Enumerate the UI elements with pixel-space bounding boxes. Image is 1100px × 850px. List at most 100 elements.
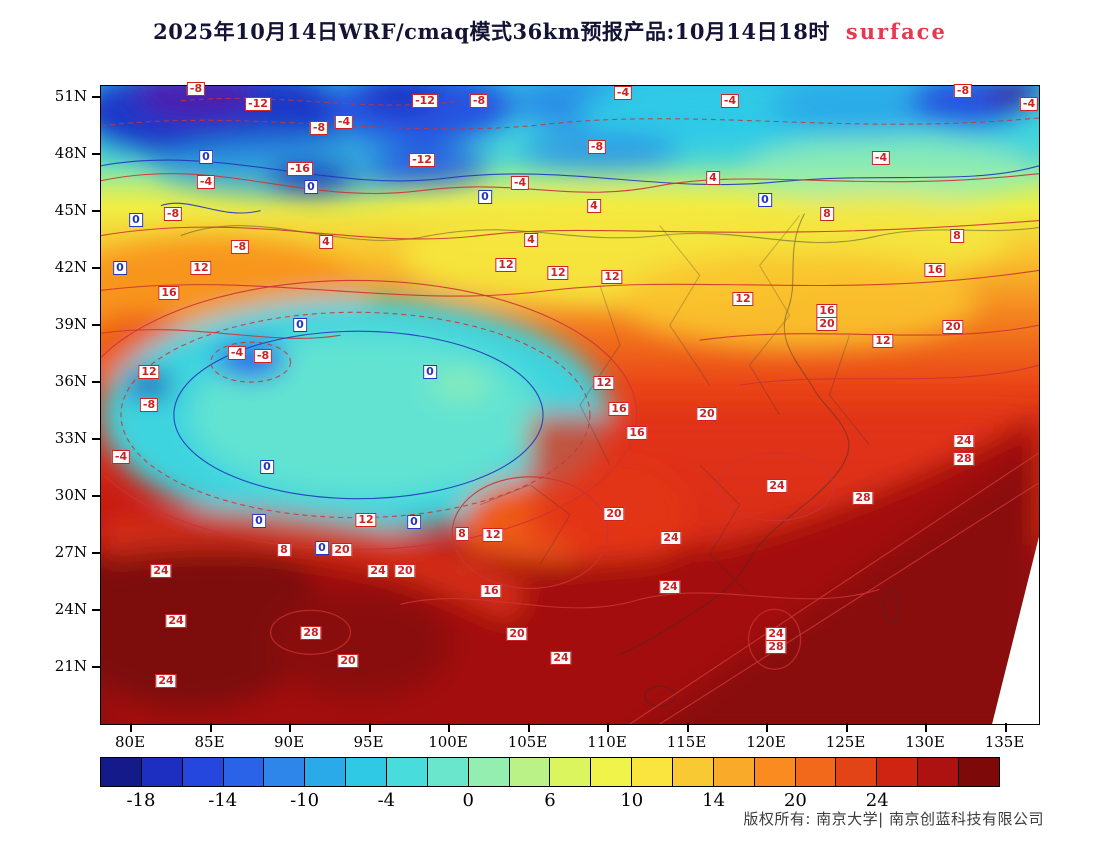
x-axis-tick-label: 80E (114, 733, 146, 751)
colorbar-tick-label: -10 (290, 790, 320, 811)
contour-label: 28 (953, 452, 975, 466)
contour-label: 4 (587, 199, 601, 213)
contour-label: -8 (587, 140, 607, 154)
contour-label: -8 (953, 84, 973, 98)
contour-label: 16 (158, 286, 180, 300)
contour-label: 24 (367, 564, 389, 578)
y-axis-tick-mark (92, 609, 101, 611)
colorbar-segment (346, 758, 388, 786)
title-main: 2025年10月14日WRF/cmaq模式36km预报产品:10月14日18时 (153, 19, 830, 44)
contour-label: 0 (252, 514, 266, 528)
contour-label: -16 (287, 162, 313, 176)
contour-label: 8 (455, 527, 469, 541)
x-axis-tick-label: 105E (507, 733, 548, 751)
contour-label: -8 (163, 207, 183, 221)
copyright-text: 版权所有: 南京大学| 南京创蓝科技有限公司 (743, 810, 1044, 828)
colorbar-tick-label: 0 (462, 790, 474, 811)
contour-label: 12 (495, 258, 517, 272)
x-axis-tick-mark (368, 723, 371, 732)
contour-label: -4 (334, 115, 354, 129)
y-axis-tick-label: 48N (54, 144, 87, 162)
colorbar-tick-label: -4 (377, 790, 396, 811)
contour-label: 20 (696, 407, 718, 421)
colorbar-segment (632, 758, 674, 786)
y-axis-tick-label: 45N (54, 201, 87, 219)
contour-label: 0 (407, 515, 421, 529)
colorbar-segment (509, 758, 551, 786)
x-axis-tick-label: 85E (194, 733, 225, 751)
contour-label: 16 (608, 402, 630, 416)
colorbar-tick-label: -18 (126, 790, 156, 811)
contour-label: 28 (852, 491, 874, 505)
x-axis-tick-mark (925, 723, 927, 732)
contour-label: 24 (155, 674, 177, 688)
colorbar-segment (550, 758, 592, 786)
x-axis-tick-mark (289, 723, 291, 732)
contour-label: 16 (480, 584, 502, 598)
colorbar-segment (468, 758, 510, 786)
colorbar-segment (264, 758, 306, 786)
contour-label: 0 (315, 541, 329, 555)
contour-label: -4 (613, 86, 633, 100)
y-axis-tick-label: 39N (54, 315, 87, 333)
y-axis-tick-label: 33N (54, 429, 87, 447)
x-axis-tick-mark (1004, 723, 1007, 732)
contour-label: 12 (547, 266, 569, 280)
colorbar-segment (182, 758, 224, 786)
contour-label: 4 (319, 235, 333, 249)
x-axis-tick-mark (130, 723, 132, 732)
y-axis-tick-label: 27N (54, 543, 87, 561)
colorbar-segment (387, 758, 428, 786)
page-title: 2025年10月14日WRF/cmaq模式36km预报产品:10月14日18时 s… (0, 16, 1100, 46)
temperature-field-svg (101, 86, 1039, 724)
contour-label: 20 (394, 564, 416, 578)
y-axis-tick-label: 42N (54, 258, 87, 276)
contour-label: -8 (469, 94, 489, 108)
contour-label: -4 (227, 346, 247, 360)
contour-label: 24 (165, 614, 187, 628)
geo-borders-layer (180, 213, 1039, 707)
contour-label: 12 (593, 376, 615, 390)
contour-label: 24 (660, 531, 682, 545)
contour-label: 28 (765, 640, 787, 654)
x-axis-tick-mark (448, 723, 450, 732)
contour-label: 0 (293, 318, 307, 332)
x-axis-tick-label: 130E (905, 733, 945, 751)
colorbar-segment (836, 758, 878, 786)
x-axis-tick-mark (607, 723, 609, 732)
contour-label: 28 (300, 626, 322, 640)
colorbar (100, 757, 1000, 787)
contour-label: -4 (111, 450, 131, 464)
contour-label: -4 (871, 151, 891, 165)
y-axis-tick-mark (92, 210, 101, 212)
contour-label: 24 (550, 651, 572, 665)
x-axis-tick-label: 90E (273, 733, 305, 751)
y-axis-tick-mark (92, 324, 101, 326)
colorbar-tick-label: 20 (783, 790, 807, 811)
colorbar-segment (918, 758, 960, 786)
colorbar-segment (141, 758, 183, 786)
y-axis-tick-mark (92, 666, 101, 668)
contour-label: 0 (199, 150, 213, 164)
contour-label: 8 (277, 543, 291, 557)
contour-label: 24 (953, 434, 975, 448)
contour-label: 16 (816, 304, 838, 318)
x-axis: 80E 85E 90E 95E 100E 105E 110E 115E 120E 125E 130E… (100, 729, 1040, 753)
x-axis-tick-label: 115E (666, 733, 707, 751)
contour-label: 20 (942, 320, 964, 334)
contour-label: 4 (706, 171, 720, 185)
contour-label: 24 (659, 580, 681, 594)
y-axis-tick-label: 21N (54, 657, 87, 675)
contour-label: 0 (129, 213, 143, 227)
colorbar-labels: -18 -14 -10 -4 0 6 10 14 20 24 (100, 790, 1000, 814)
colorbar-segment (427, 758, 469, 786)
x-axis-tick-mark (527, 723, 530, 732)
x-axis-tick-mark (209, 723, 212, 732)
contour-label: 0 (423, 365, 437, 379)
contour-label: -8 (186, 82, 206, 96)
colorbar-segment (101, 758, 142, 786)
y-axis-tick-mark (92, 267, 101, 269)
contour-label: 12 (138, 365, 160, 379)
contour-label: 0 (113, 261, 127, 275)
contour-label: -4 (510, 176, 530, 190)
